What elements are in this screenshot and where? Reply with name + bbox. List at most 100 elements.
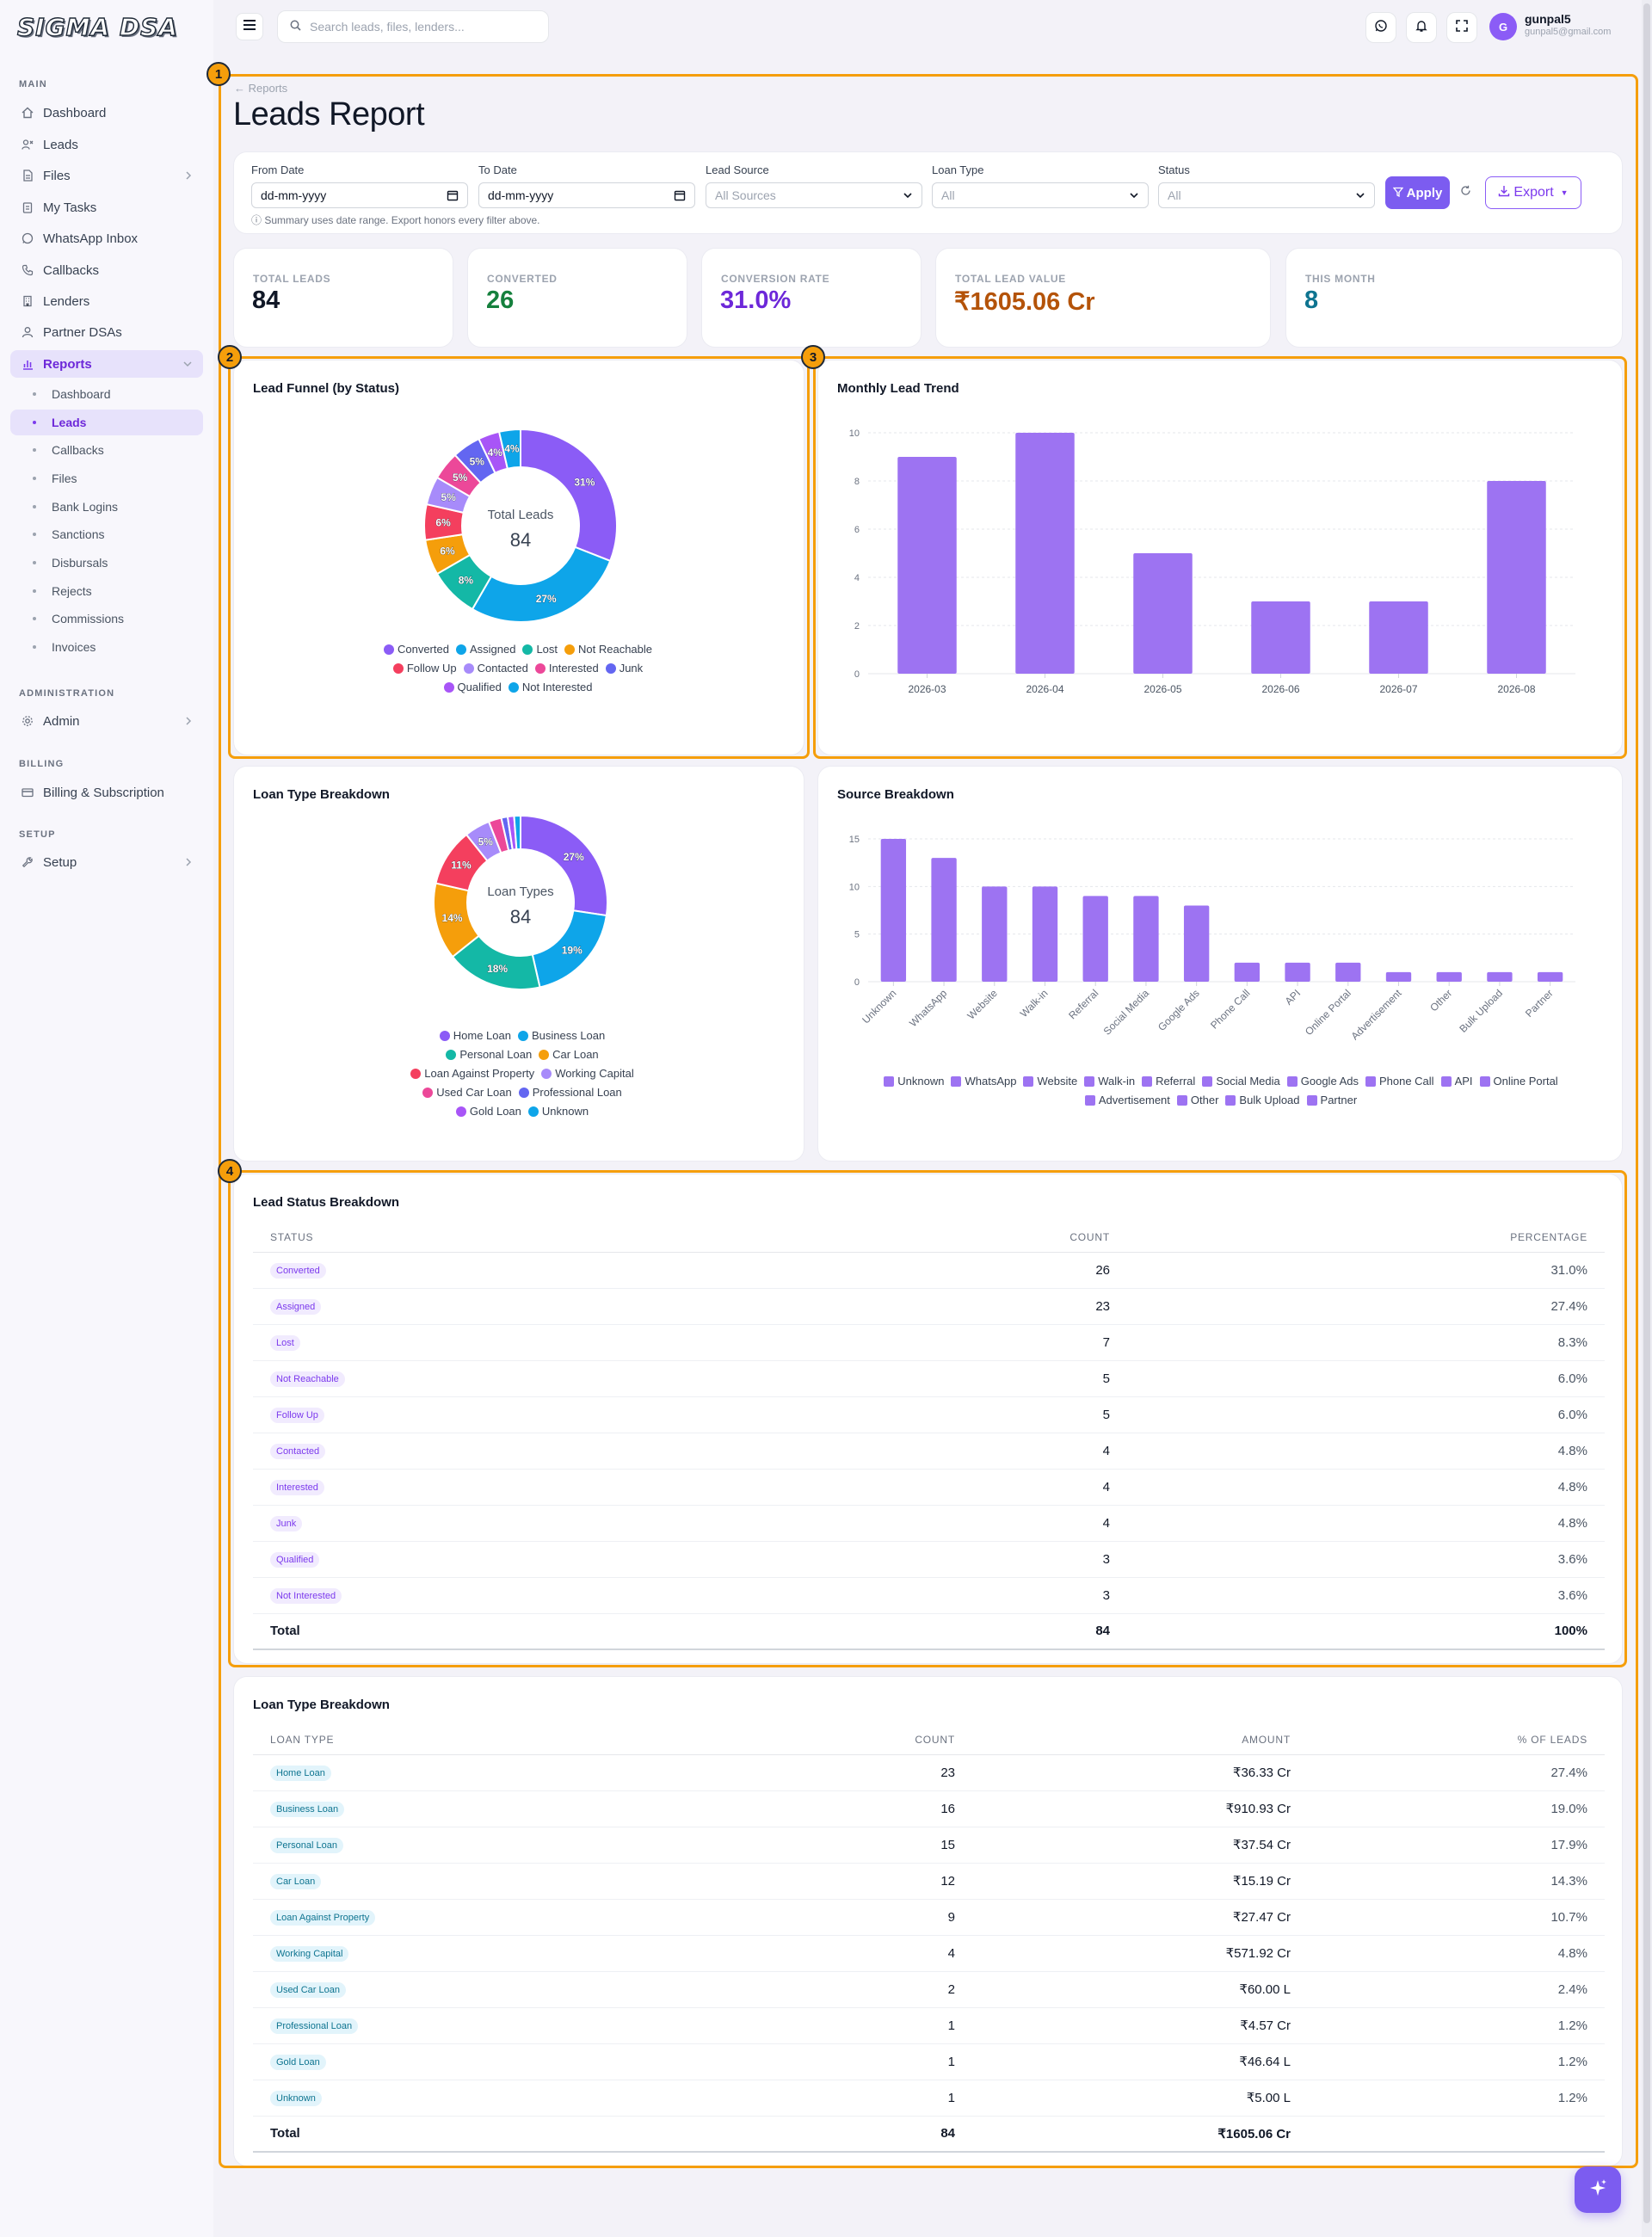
funnel-slice[interactable]	[497, 428, 521, 470]
legend-item[interactable]: Interested	[534, 662, 599, 675]
table-row[interactable]: Not Interested 3 3.6%	[253, 1577, 1605, 1614]
sidebar-sub-dashboard[interactable]: Dashboard	[10, 381, 203, 407]
legend-item[interactable]: Loan Against Property	[410, 1067, 534, 1080]
legend-item[interactable]: Assigned	[455, 643, 515, 656]
sidebar-item-billing[interactable]: Billing & Subscription	[10, 779, 203, 806]
source-bar[interactable]	[1082, 896, 1108, 982]
legend-item[interactable]: Personal Loan	[446, 1048, 532, 1061]
legend-item[interactable]: Unknown	[884, 1075, 944, 1088]
table-row[interactable]: Assigned 23 27.4%	[253, 1288, 1605, 1325]
sidebar-sub-rejects[interactable]: Rejects	[10, 578, 203, 604]
source-bar[interactable]	[1487, 971, 1513, 982]
table-row[interactable]: Working Capital 4 ₹571.92 Cr 4.8%	[253, 1935, 1605, 1972]
reset-button[interactable]	[1456, 176, 1475, 209]
legend-item[interactable]: Follow Up	[392, 662, 457, 675]
legend-item[interactable]: Online Portal	[1479, 1075, 1558, 1088]
table-row[interactable]: Lost 7 8.3%	[253, 1324, 1605, 1361]
search-input[interactable]: Search leads, files, lenders...	[277, 10, 549, 43]
sidebar-item-my-tasks[interactable]: My Tasks	[10, 194, 203, 221]
table-row[interactable]: Professional Loan 1 ₹4.57 Cr 1.2%	[253, 2007, 1605, 2044]
export-button[interactable]: Export ▼	[1485, 176, 1581, 209]
table-row[interactable]: Converted 26 31.0%	[253, 1252, 1605, 1289]
legend-item[interactable]: Partner	[1306, 1094, 1357, 1106]
source-bar[interactable]	[982, 886, 1008, 982]
sidebar-item-reports[interactable]: Reports	[10, 350, 203, 378]
user-name[interactable]: gunpal5	[1525, 12, 1571, 26]
calendar-icon[interactable]	[674, 189, 686, 204]
sidebar-sub-bank-logins[interactable]: Bank Logins	[10, 494, 203, 520]
table-row[interactable]: Used Car Loan 2 ₹60.00 L 2.4%	[253, 1971, 1605, 2008]
sidebar-item-dashboard[interactable]: Dashboard	[10, 99, 203, 126]
legend-item[interactable]: Website	[1023, 1075, 1077, 1088]
legend-item[interactable]: API	[1440, 1075, 1473, 1088]
sidebar-sub-files[interactable]: Files	[10, 465, 203, 491]
loan-slice[interactable]	[513, 814, 521, 851]
table-row[interactable]: Follow Up 5 6.0%	[253, 1396, 1605, 1433]
apply-button[interactable]: Apply	[1385, 176, 1450, 209]
source-bar[interactable]	[1436, 971, 1462, 982]
legend-item[interactable]: Phone Call	[1365, 1075, 1434, 1088]
sidebar-item-callbacks[interactable]: Callbacks	[10, 256, 203, 284]
status-select[interactable]: All	[1158, 182, 1375, 208]
table-row[interactable]: Business Loan 16 ₹910.93 Cr 19.0%	[253, 1790, 1605, 1827]
trend-bar[interactable]	[1133, 553, 1193, 674]
table-row[interactable]: Not Reachable 5 6.0%	[253, 1360, 1605, 1397]
table-row[interactable]: Unknown 1 ₹5.00 L 1.2%	[253, 2080, 1605, 2117]
trend-bar[interactable]	[1251, 601, 1310, 674]
trend-bar[interactable]	[1369, 601, 1428, 674]
legend-item[interactable]: Qualified	[443, 681, 502, 693]
legend-item[interactable]: Home Loan	[439, 1029, 511, 1042]
legend-item[interactable]: Working Capital	[541, 1067, 634, 1080]
table-row[interactable]: Interested 4 4.8%	[253, 1469, 1605, 1506]
sidebar-sub-invoices[interactable]: Invoices	[10, 634, 203, 660]
sidebar-sub-commissions[interactable]: Commissions	[10, 606, 203, 632]
legend-item[interactable]: Referral	[1142, 1075, 1195, 1088]
sidebar-sub-sanctions[interactable]: Sanctions	[10, 521, 203, 547]
source-bar[interactable]	[1385, 971, 1412, 982]
table-row[interactable]: Junk 4 4.8%	[253, 1505, 1605, 1542]
legend-item[interactable]: Gold Loan	[455, 1105, 521, 1118]
to-date-field[interactable]: dd-mm-yyyy	[478, 182, 695, 208]
trend-bar[interactable]	[897, 457, 957, 674]
sidebar-sub-callbacks[interactable]: Callbacks	[10, 437, 203, 463]
breadcrumb[interactable]: ← Reports	[234, 82, 287, 95]
source-bar[interactable]	[1234, 962, 1261, 982]
sidebar-item-admin[interactable]: Admin	[10, 707, 203, 735]
sidebar-item-whatsapp-inbox[interactable]: WhatsApp Inbox	[10, 225, 203, 252]
whatsapp-button[interactable]	[1365, 12, 1396, 43]
sidebar-item-setup[interactable]: Setup	[10, 848, 203, 876]
legend-item[interactable]: Unknown	[527, 1105, 589, 1118]
sidebar-sub-disbursals[interactable]: Disbursals	[10, 550, 203, 576]
sidebar-sub-leads[interactable]: Leads	[10, 410, 203, 435]
sidebar-item-lenders[interactable]: Lenders	[10, 287, 203, 315]
legend-item[interactable]: Used Car Loan	[422, 1086, 512, 1099]
legend-item[interactable]: Walk-in	[1084, 1075, 1135, 1088]
source-bar[interactable]	[1335, 962, 1361, 982]
avatar[interactable]: G	[1489, 13, 1517, 40]
table-row[interactable]: Gold Loan 1 ₹46.64 L 1.2%	[253, 2043, 1605, 2080]
table-row[interactable]: Home Loan 23 ₹36.33 Cr 27.4%	[253, 1754, 1605, 1791]
lead-source-select[interactable]: All Sources	[706, 182, 922, 208]
source-bar[interactable]	[1285, 962, 1310, 982]
legend-item[interactable]: Advertisement	[1084, 1094, 1170, 1106]
from-date-field[interactable]: dd-mm-yyyy	[251, 182, 468, 208]
source-bar[interactable]	[880, 839, 907, 982]
source-bar[interactable]	[1537, 971, 1563, 982]
app-logo[interactable]: SIGMA DSA	[16, 12, 178, 41]
legend-item[interactable]: Business Loan	[517, 1029, 605, 1042]
legend-item[interactable]: Lost	[522, 643, 558, 656]
trend-bar[interactable]	[1015, 433, 1075, 674]
loan-type-select[interactable]: All	[932, 182, 1149, 208]
source-bar[interactable]	[1183, 905, 1210, 982]
sidebar-item-files[interactable]: Files	[10, 162, 203, 189]
legend-item[interactable]: Converted	[383, 643, 449, 656]
fullscreen-button[interactable]	[1446, 12, 1477, 43]
funnel-slice[interactable]	[520, 428, 618, 563]
legend-item[interactable]: Car Loan	[539, 1048, 599, 1061]
sidebar-item-partner-dsas[interactable]: Partner DSAs	[10, 318, 203, 346]
trend-bar[interactable]	[1487, 481, 1546, 674]
legend-item[interactable]: Professional Loan	[518, 1086, 622, 1099]
menu-toggle-button[interactable]	[236, 13, 263, 40]
table-row[interactable]: Qualified 3 3.6%	[253, 1541, 1605, 1578]
source-bar[interactable]	[931, 858, 957, 982]
